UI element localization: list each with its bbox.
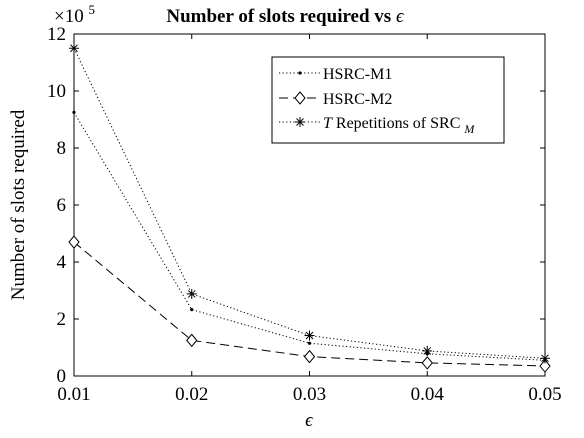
data-point-dot bbox=[190, 307, 194, 312]
data-point-dot bbox=[307, 341, 312, 345]
data-point-asterisk bbox=[540, 353, 550, 364]
data-point-diamond bbox=[186, 333, 198, 348]
y-tick-label: 6 bbox=[57, 195, 67, 216]
legend-entry-t-repetitions: T Repetitions of SRC M bbox=[279, 115, 475, 136]
series-layer bbox=[68, 43, 551, 373]
y-tick-label: 12 bbox=[47, 24, 66, 45]
legend-entry-hsrc-m1: HSRC-M1 bbox=[279, 66, 392, 83]
data-point-asterisk bbox=[69, 43, 79, 54]
legend-label-hsrc-m2: HSRC-M2 bbox=[323, 91, 392, 108]
x-tick-label: 0.03 bbox=[293, 384, 326, 405]
legend-marker-diamond bbox=[294, 91, 306, 105]
legend: HSRC-M1 HSRC-M2 T Repetitions of SRC M bbox=[271, 56, 505, 144]
chart-title-text: Number of slots required vs bbox=[166, 6, 391, 27]
data-point-asterisk bbox=[422, 345, 433, 356]
series-line-1 bbox=[73, 241, 546, 367]
data-point-diamond bbox=[539, 359, 551, 373]
data-point-diamond bbox=[303, 349, 316, 364]
legend-label-t-main: Repetitions of SRC bbox=[336, 115, 460, 132]
y-axis-exponent-base: ×10 bbox=[54, 6, 84, 27]
data-point-diamond bbox=[421, 356, 433, 370]
legend-label-hsrc-m1: HSRC-M1 bbox=[323, 66, 392, 83]
y-tick-label: 10 bbox=[47, 81, 66, 102]
legend-label-t-repetitions: T Repetitions of SRC M bbox=[323, 115, 475, 136]
chart-title-symbol: ϵ bbox=[396, 6, 405, 27]
data-point-asterisk bbox=[186, 288, 197, 299]
data-point-dot bbox=[72, 110, 76, 114]
y-tick-label: 0 bbox=[57, 366, 67, 387]
x-axis-label: ϵ bbox=[305, 410, 314, 431]
legend-label-t-italic: T bbox=[323, 115, 333, 132]
x-tick-label: 0.05 bbox=[528, 384, 561, 405]
legend-box bbox=[271, 56, 505, 144]
series-1 bbox=[68, 235, 551, 373]
legend-entry-hsrc-m2: HSRC-M2 bbox=[279, 91, 392, 108]
series-line-2 bbox=[73, 48, 546, 359]
x-tick-label: 0.02 bbox=[175, 384, 208, 405]
x-tick-label: 0.04 bbox=[411, 384, 445, 405]
y-axis-label: Number of slots required bbox=[8, 109, 29, 300]
legend-marker-asterisk bbox=[295, 117, 305, 127]
y-axis-exponent-power: 5 bbox=[88, 2, 95, 17]
axis-ticks: 0.01 0.02 0.03 0.04 0.05 0 2 4 6 8 10 12 bbox=[47, 24, 562, 405]
data-point-diamond bbox=[68, 235, 80, 249]
series-line-0 bbox=[73, 112, 546, 361]
y-tick-label: 4 bbox=[57, 252, 67, 273]
y-axis-exponent: ×10 5 bbox=[54, 2, 95, 27]
data-point-asterisk bbox=[304, 330, 315, 341]
y-tick-label: 8 bbox=[57, 138, 67, 159]
x-tick-label: 0.01 bbox=[57, 384, 90, 405]
chart-title: Number of slots required vs ϵ bbox=[166, 6, 405, 27]
y-tick-label: 2 bbox=[57, 309, 67, 330]
legend-marker-dot bbox=[298, 71, 302, 75]
series-0 bbox=[72, 110, 547, 362]
series-2 bbox=[69, 43, 550, 364]
legend-label-t-sub: M bbox=[463, 122, 475, 136]
